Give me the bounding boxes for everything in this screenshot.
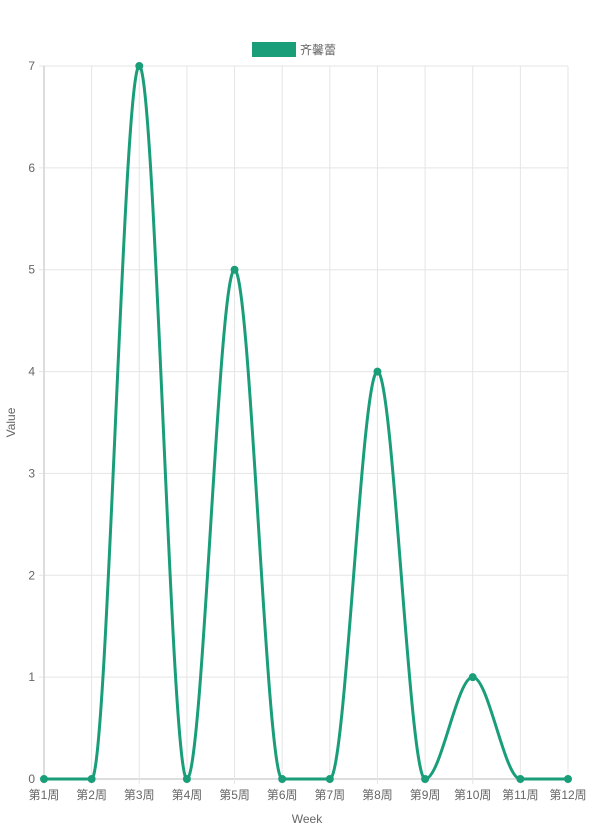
- x-tick-label: 第8周: [362, 788, 393, 802]
- data-point[interactable]: [135, 62, 144, 70]
- data-point[interactable]: [421, 775, 430, 783]
- data-point[interactable]: [182, 775, 191, 783]
- y-tick-label: 1: [28, 670, 35, 684]
- series-line: [42, 64, 570, 781]
- x-tick-label: 第2周: [76, 788, 107, 802]
- y-tick-label: 0: [28, 772, 35, 786]
- data-point[interactable]: [564, 775, 572, 783]
- y-tick-label: 2: [28, 568, 35, 582]
- data-point[interactable]: [87, 775, 96, 783]
- data-point[interactable]: [278, 775, 287, 783]
- x-tick-label: 第11周: [502, 788, 538, 802]
- data-point[interactable]: [230, 265, 239, 274]
- x-tick-label: 第9周: [410, 788, 441, 802]
- x-tick-label: 第3周: [124, 788, 155, 802]
- x-tick-label: 第10周: [454, 788, 491, 802]
- x-tick-label: 第6周: [267, 788, 298, 802]
- data-point[interactable]: [516, 775, 525, 783]
- x-tick-label: 第12周: [549, 788, 586, 802]
- legend-swatch[interactable]: [252, 42, 296, 57]
- legend[interactable]: 齐馨蕾: [252, 42, 336, 57]
- y-tick-label: 4: [28, 365, 35, 379]
- x-axis-title: Week: [292, 812, 323, 826]
- x-tick-label: 第4周: [172, 788, 203, 802]
- y-tick-label: 5: [28, 263, 35, 277]
- y-tick-label: 6: [28, 161, 35, 175]
- data-point[interactable]: [468, 673, 477, 682]
- x-tick-label: 第1周: [29, 788, 60, 802]
- series-layer: [40, 62, 572, 783]
- data-point[interactable]: [40, 775, 48, 783]
- axis-layer: 01234567第1周 第2周 第3周 第4周 第5周 第6周 第7周 第8周 第9周 第10周第…: [28, 59, 586, 802]
- x-tick-label: 第5周: [219, 788, 250, 802]
- data-point[interactable]: [325, 775, 334, 783]
- legend-label[interactable]: 齐馨蕾: [300, 42, 336, 57]
- y-axis-title: Value: [4, 407, 18, 437]
- data-point[interactable]: [373, 367, 382, 376]
- grid-layer: [43, 65, 569, 780]
- y-tick-label: 3: [28, 466, 35, 480]
- y-tick-label: 7: [28, 59, 35, 73]
- x-tick-label: 第7周: [314, 788, 345, 802]
